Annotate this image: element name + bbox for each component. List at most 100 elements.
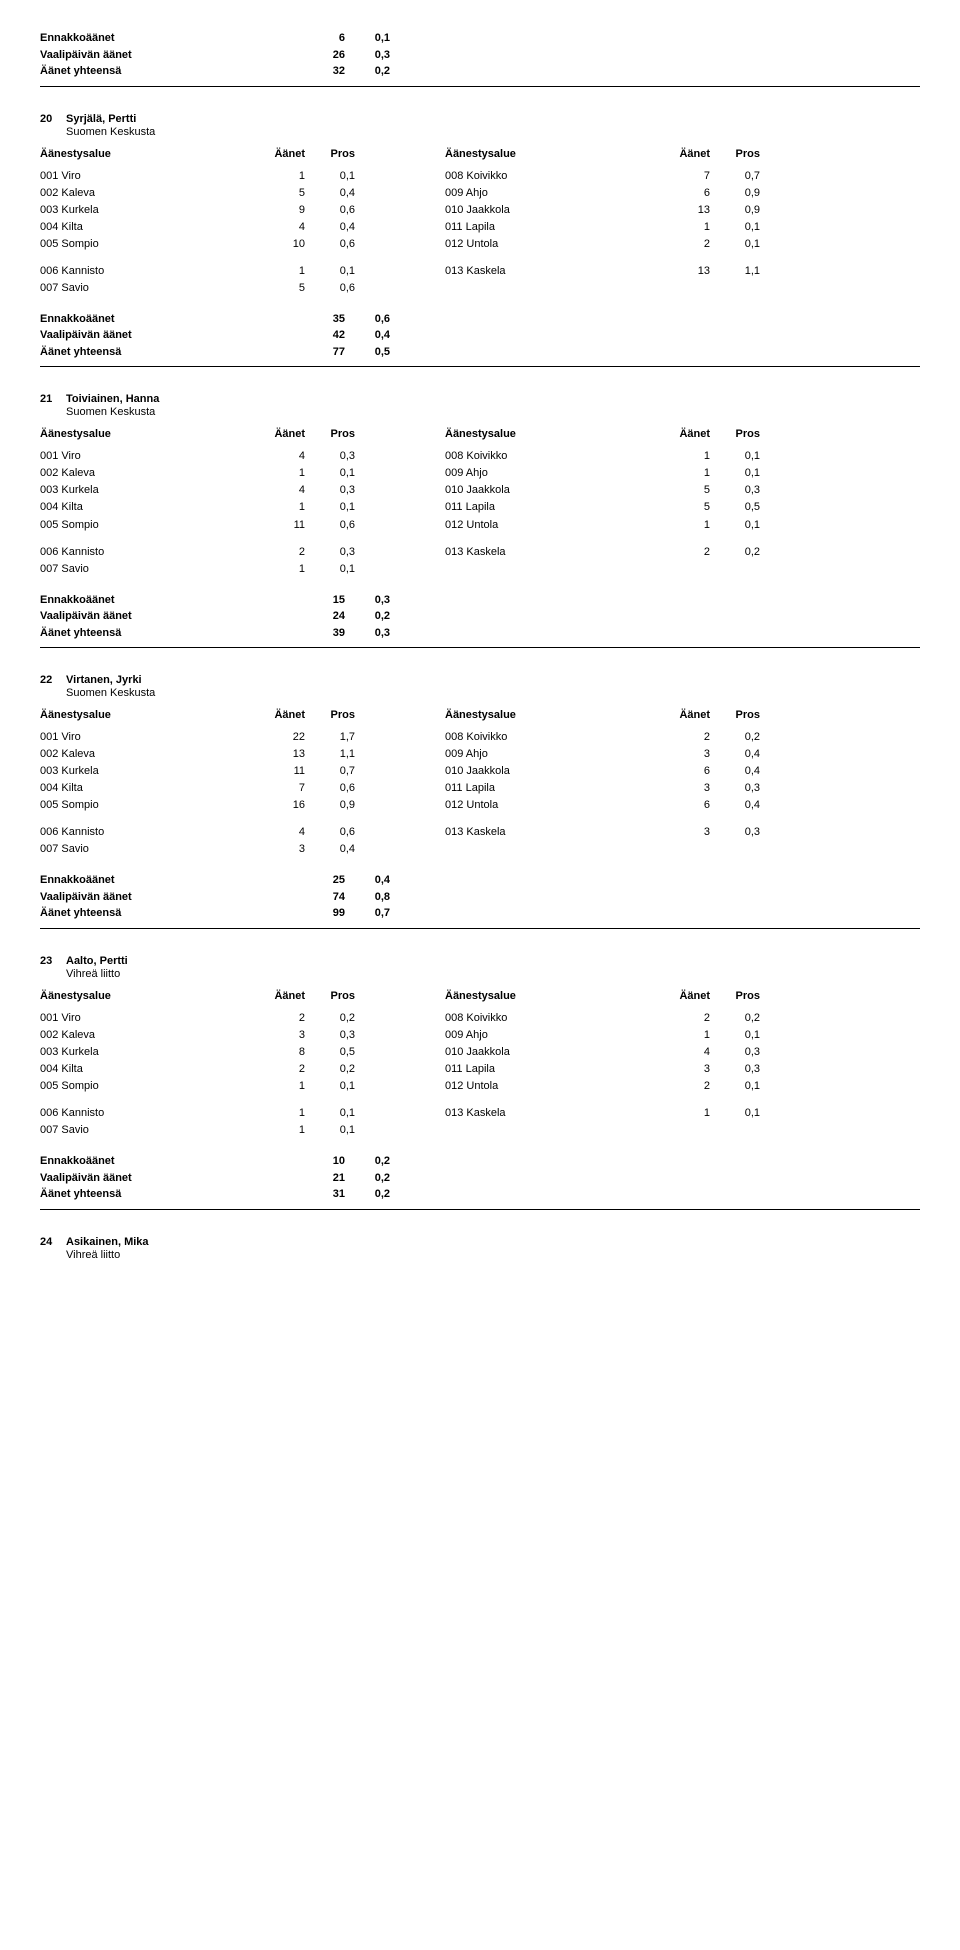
area-row: 007 Savio 1 0,1 (40, 1122, 920, 1139)
area-row: 006 Kannisto 4 0,6 013 Kaskela 3 0,3 (40, 824, 920, 841)
candidate-section: 22 Virtanen, Jyrki Suomen Keskusta Äänes… (40, 674, 920, 929)
summary-pre-pct: 0,1 (345, 30, 390, 47)
area-pct-left: 0,9 (305, 797, 355, 814)
area-votes-right: 2 (655, 544, 710, 561)
summary-day-value: 21 (300, 1170, 345, 1187)
area-pct-right: 0,1 (710, 219, 760, 236)
area-votes-right: 3 (655, 780, 710, 797)
area-votes-left: 5 (250, 185, 305, 202)
area-row: 004 Kilta 4 0,4 011 Lapila 1 0,1 (40, 219, 920, 236)
candidate-party: Suomen Keskusta (66, 406, 920, 418)
area-row: 003 Kurkela 4 0,3 010 Jaakkola 5 0,3 (40, 482, 920, 499)
col-area-left: Äänestysalue (40, 709, 250, 721)
area-rows-bottom: 006 Kannisto 4 0,6 013 Kaskela 3 0,3 007… (40, 824, 920, 858)
candidate-number: 21 (40, 393, 66, 405)
summary-day-label: Vaalipäivän äänet (40, 47, 300, 64)
area-votes-left: 4 (250, 482, 305, 499)
candidate-party: Vihreä liitto (66, 1249, 920, 1261)
summary-day-pct: 0,8 (345, 889, 390, 906)
area-pct-left: 0,7 (305, 763, 355, 780)
area-votes-right: 3 (655, 824, 710, 841)
area-pct-right: 0,1 (710, 1078, 760, 1095)
summary-day-pct: 0,2 (345, 608, 390, 625)
area-votes-right: 3 (655, 1061, 710, 1078)
col-area-right: Äänestysalue (445, 148, 655, 160)
summary-total-label: Äänet yhteensä (40, 625, 300, 642)
area-votes-right (655, 561, 710, 578)
area-votes-left: 1 (250, 465, 305, 482)
col-area-left: Äänestysalue (40, 428, 250, 440)
area-pct-left: 0,6 (305, 280, 355, 297)
area-name-right: 013 Kaskela (445, 544, 655, 561)
column-header: Äänestysalue Äänet Pros Äänestysalue Ään… (40, 428, 920, 440)
area-votes-left: 4 (250, 448, 305, 465)
summary-total-row: Äänet yhteensä 32 0,2 (40, 63, 920, 80)
area-name-right: 011 Lapila (445, 780, 655, 797)
summary-day-value: 26 (300, 47, 345, 64)
candidate-party: Vihreä liitto (66, 968, 920, 980)
area-votes-right: 7 (655, 168, 710, 185)
area-name-left: 006 Kannisto (40, 544, 250, 561)
area-pct-right: 0,1 (710, 517, 760, 534)
col-votes-left: Äänet (250, 148, 305, 160)
area-votes-right: 1 (655, 1027, 710, 1044)
area-pct-right: 1,1 (710, 263, 760, 280)
summary-total-label: Äänet yhteensä (40, 344, 300, 361)
area-row: 004 Kilta 2 0,2 011 Lapila 3 0,3 (40, 1061, 920, 1078)
area-pct-left: 0,5 (305, 1044, 355, 1061)
candidate-header: 22 Virtanen, Jyrki (40, 674, 920, 686)
summary-total-pct: 0,2 (345, 63, 390, 80)
area-name-left: 005 Sompio (40, 1078, 250, 1095)
col-area-right: Äänestysalue (445, 990, 655, 1002)
area-row: 007 Savio 3 0,4 (40, 841, 920, 858)
area-pct-right: 0,2 (710, 729, 760, 746)
area-pct-right (710, 841, 760, 858)
col-area-left: Äänestysalue (40, 990, 250, 1002)
area-pct-right (710, 561, 760, 578)
candidate-section: 23 Aalto, Pertti Vihreä liitto Äänestysa… (40, 955, 920, 1210)
summary-total-value: 32 (300, 63, 345, 80)
summary-pre-value: 35 (300, 311, 345, 328)
area-votes-left: 5 (250, 280, 305, 297)
area-name-left: 002 Kaleva (40, 1027, 250, 1044)
area-votes-right: 13 (655, 263, 710, 280)
candidate-header: 21 Toiviainen, Hanna (40, 393, 920, 405)
candidate-name: Syrjälä, Pertti (66, 113, 136, 125)
summary-pre-row: Ennakkoäänet 35 0,6 (40, 311, 920, 328)
area-name-left: 003 Kurkela (40, 763, 250, 780)
candidate-name: Toiviainen, Hanna (66, 393, 159, 405)
divider (40, 86, 920, 87)
area-votes-right: 2 (655, 236, 710, 253)
col-votes-left: Äänet (250, 428, 305, 440)
area-votes-right: 2 (655, 1078, 710, 1095)
area-pct-right: 0,2 (710, 544, 760, 561)
summary-pre-label: Ennakkoäänet (40, 311, 300, 328)
area-pct-left: 0,1 (305, 1105, 355, 1122)
area-votes-left: 9 (250, 202, 305, 219)
col-pct-left: Pros (305, 428, 355, 440)
area-pct-right: 0,3 (710, 824, 760, 841)
summary-day-pct: 0,4 (345, 327, 390, 344)
area-pct-right: 0,3 (710, 780, 760, 797)
area-name-left: 004 Kilta (40, 499, 250, 516)
area-name-right: 012 Untola (445, 797, 655, 814)
area-pct-left: 0,1 (305, 1122, 355, 1139)
summary-block: Ennakkoäänet 15 0,3 Vaalipäivän äänet 24… (40, 592, 920, 642)
area-row: 003 Kurkela 8 0,5 010 Jaakkola 4 0,3 (40, 1044, 920, 1061)
candidate-header: 24 Asikainen, Mika (40, 1236, 920, 1248)
area-votes-right: 1 (655, 1105, 710, 1122)
area-votes-left: 22 (250, 729, 305, 746)
area-name-left: 003 Kurkela (40, 1044, 250, 1061)
candidate-party: Suomen Keskusta (66, 687, 920, 699)
summary-block: Ennakkoäänet 6 0,1 Vaalipäivän äänet 26 … (40, 30, 920, 80)
divider (40, 928, 920, 929)
area-pct-right: 0,1 (710, 448, 760, 465)
area-pct-right: 0,7 (710, 168, 760, 185)
candidate-name: Aalto, Pertti (66, 955, 128, 967)
area-row: 005 Sompio 16 0,9 012 Untola 6 0,4 (40, 797, 920, 814)
area-pct-right: 0,9 (710, 185, 760, 202)
area-name-left: 004 Kilta (40, 780, 250, 797)
area-rows-top: 001 Viro 1 0,1 008 Koivikko 7 0,7 002 Ka… (40, 168, 920, 253)
area-pct-right (710, 280, 760, 297)
area-row: 002 Kaleva 13 1,1 009 Ahjo 3 0,4 (40, 746, 920, 763)
